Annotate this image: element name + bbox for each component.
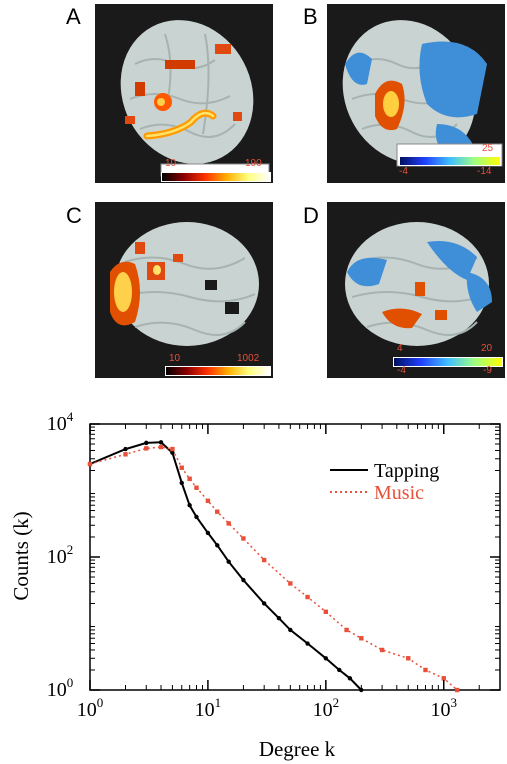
series-tapping-point (194, 514, 199, 520)
series-music-line (89, 446, 458, 691)
series-music-point (179, 465, 184, 470)
series-music-point (406, 656, 411, 661)
series-music-point (123, 452, 128, 457)
plot-series (87, 440, 460, 693)
y-axis-label: Counts (k) (9, 511, 33, 600)
series-music-point (305, 594, 310, 600)
legend-tapping-label: Tapping (374, 460, 439, 482)
colorbar-b (399, 156, 501, 166)
colorbar-a-min: 10 (165, 158, 177, 169)
series-music-point (158, 444, 164, 450)
series-music-point (187, 476, 192, 481)
panel-label-c: C (66, 203, 82, 228)
brain-map-a: 10 190 (95, 4, 273, 183)
legend: Tapping Music (330, 460, 439, 504)
series-tapping-line (89, 441, 363, 691)
x-tick-label: 102 (313, 695, 340, 721)
brain-map-d: 4 20 -4 -9 (327, 202, 505, 378)
colorbar-c (165, 366, 271, 376)
series-music-point (379, 647, 385, 653)
y-tick-label: 102 (47, 542, 74, 568)
series-music-point (205, 498, 211, 504)
series-tapping-point (241, 577, 246, 583)
x-tick-label: 103 (430, 695, 457, 721)
series-tapping-point (347, 676, 353, 681)
brain-render-c (110, 222, 259, 346)
colorbar-b-neg-max: -14 (477, 166, 492, 177)
series-music-point (454, 687, 460, 693)
series-tapping-point (261, 601, 267, 606)
series-music-point (226, 521, 231, 526)
colorbar-d-neg-max: -9 (483, 365, 492, 376)
colorbar-b-pos-max: 25 (482, 143, 494, 154)
x-axis-label: Degree k (259, 737, 336, 761)
series-tapping-point (337, 667, 342, 673)
series-music-point (323, 609, 329, 614)
series-tapping-point (179, 480, 184, 486)
series-music-point (261, 557, 267, 563)
series-music-point (194, 485, 199, 490)
series-tapping-point (144, 440, 149, 446)
series-tapping-point (288, 627, 293, 633)
series-music-point (241, 536, 246, 541)
series-tapping-point (305, 641, 310, 646)
colorbar-b-neg-min: -4 (399, 166, 408, 177)
plot-ticks: 100 101 102 103 100 102 104 (47, 409, 501, 721)
colorbar-d-pos-min: 4 (397, 343, 403, 354)
series-music-point (344, 627, 349, 633)
colorbar-c-max: 1002 (237, 353, 260, 364)
series-tapping-point (276, 616, 282, 621)
x-tick-label: 100 (77, 695, 104, 721)
series-tapping-point (205, 530, 211, 536)
panel-label-a: A (66, 4, 81, 29)
series-music-point (170, 446, 175, 452)
brain-render-a (120, 20, 270, 177)
series-tapping-point (170, 450, 175, 455)
colorbar-a (161, 172, 271, 182)
series-tapping-point (123, 446, 128, 452)
panel-label-b: B (303, 4, 318, 29)
series-music-point (215, 509, 220, 514)
series-music-point (87, 461, 93, 467)
y-tick-label: 100 (47, 675, 74, 701)
series-tapping-point (323, 656, 329, 661)
degree-distribution-chart: 100 101 102 103 100 102 104 Degree k Counts (k… (9, 409, 501, 761)
series-music-point (288, 581, 293, 586)
brain-map-c: 10 1002 (95, 202, 273, 378)
series-music-point (423, 667, 428, 673)
y-tick-label: 104 (47, 409, 74, 435)
colorbar-d-neg-min: -4 (397, 365, 406, 376)
series-music-point (144, 446, 149, 451)
brain-map-b: 25 -4 -14 (327, 4, 505, 183)
series-tapping-point (187, 503, 192, 508)
panel-label-d: D (303, 203, 319, 228)
series-music-point (359, 636, 364, 641)
legend-music-label: Music (374, 482, 424, 504)
brain-render-d (345, 222, 492, 346)
colorbar-d-pos-max: 20 (481, 343, 493, 354)
series-tapping-point (215, 543, 220, 548)
series-music-point (441, 676, 446, 681)
x-tick-label: 101 (195, 695, 222, 721)
colorbar-a-max: 190 (245, 158, 262, 169)
series-tapping-point (226, 559, 231, 564)
colorbar-d (393, 357, 503, 367)
brain-render-b (342, 20, 503, 167)
colorbar-c-min: 10 (169, 353, 181, 364)
series-tapping-point (158, 440, 164, 445)
